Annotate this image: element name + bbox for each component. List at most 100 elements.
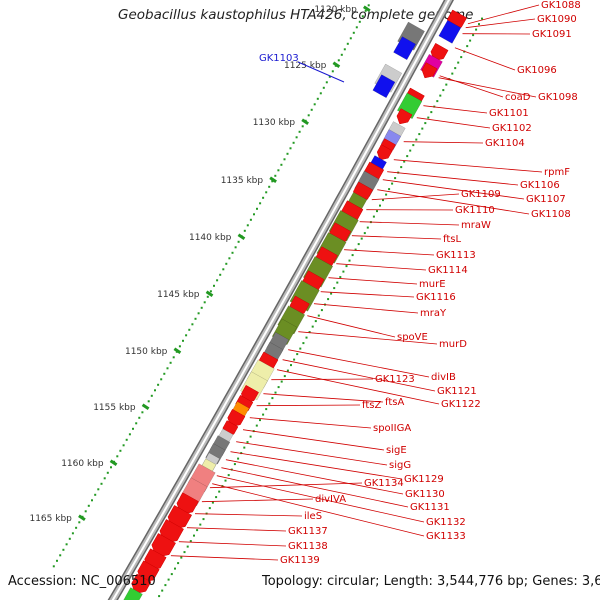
feature-blocks — [123, 9, 468, 600]
scale-dots-right-dot — [180, 556, 183, 559]
gene-label: GK1130 — [405, 489, 445, 500]
gene-label: GK1133 — [426, 531, 466, 542]
topology-summary: Topology: circular; Length: 3,544,776 bp… — [262, 574, 600, 589]
leader-line — [256, 404, 361, 407]
gene-label: coaD — [505, 92, 531, 103]
scale-dots-left-dot — [307, 114, 310, 117]
scale-label: 1125 kbp — [284, 61, 327, 71]
scale-dots-right-dot — [336, 281, 339, 284]
scale-dots-left-dot — [160, 378, 163, 381]
leader-line — [387, 171, 519, 186]
gene-label: ileS — [304, 511, 322, 522]
scale-dots-left-dot — [128, 433, 131, 436]
scale-dots-left-dot — [209, 290, 212, 293]
leader-line — [276, 369, 440, 405]
scale-dots-left-dot — [271, 180, 274, 183]
scale-dots-right-dot — [445, 83, 448, 86]
scale-dots-right-dot — [351, 254, 354, 257]
leader-line — [467, 4, 540, 25]
scale-dots-right-dot — [211, 501, 214, 504]
scale-dots-right-dot — [385, 193, 388, 196]
leader-line — [313, 303, 419, 314]
scale-tick — [269, 176, 277, 184]
scale-dots-left-dot — [213, 284, 215, 287]
scale-dots-left-dot — [150, 394, 153, 397]
gene-label: ftsZ — [362, 400, 381, 411]
scale-tick — [205, 290, 214, 298]
scale-dots-right-dot — [202, 518, 205, 521]
scale-dots-left-dot — [125, 438, 128, 441]
map-title-text: Geobacillus kaustophilus HTA426, complet… — [118, 7, 474, 23]
scale-dots-right-dot — [348, 259, 351, 262]
scale-dots-right-dot — [478, 23, 480, 26]
scale-dots-left-dot — [194, 317, 197, 320]
scale-dots-left-dot — [110, 466, 112, 469]
leader-line — [216, 475, 425, 523]
scale-dots-right-dot — [345, 265, 348, 268]
gene-label: rpmF — [544, 167, 570, 178]
scale-label: 1140 kbp — [189, 233, 232, 243]
scale-dots-right-dot — [415, 138, 418, 141]
leader-line — [221, 467, 409, 508]
scale-dots-left-dot — [106, 471, 109, 474]
scale-dots-right-dot — [283, 375, 286, 378]
scale-dots-left-dot — [246, 224, 249, 227]
gene-label: mraW — [461, 220, 491, 231]
leader-line — [186, 527, 287, 532]
scale-dots-right-dot — [293, 358, 296, 361]
scale-dots-right-dot — [451, 72, 454, 75]
scale-dots-left-dot — [78, 521, 81, 524]
scale-tick — [301, 118, 309, 126]
gene-label: GK1096 — [517, 65, 557, 76]
scale-dots-right-dot — [186, 545, 189, 548]
scale-dots-right-dot — [164, 584, 167, 587]
scale-dots-right-dot — [274, 391, 277, 394]
scale-dots-right-dot — [308, 331, 311, 334]
leader-line — [249, 417, 372, 429]
scale-dots-right-dot — [460, 56, 463, 59]
scale-dots-left-dot — [277, 169, 280, 172]
scale-dots-right-dot — [271, 397, 274, 400]
scale-dots-right-dot — [243, 446, 246, 449]
scale-dots-left-dot — [56, 559, 58, 562]
scale-dots-right-dot — [268, 402, 271, 405]
scale-dots-left-dot — [222, 268, 225, 271]
scale-dots-right-dot — [439, 94, 442, 97]
scale-dots-left-dot — [319, 92, 322, 95]
scale-dots-left-dot — [141, 411, 144, 414]
scale-dots-right-dot — [382, 199, 384, 202]
scale-dots-right-dot — [233, 463, 236, 466]
scale-dots-left-dot — [68, 537, 71, 540]
scale-dots-left-dot — [256, 207, 258, 210]
scale-dots-left-dot — [361, 15, 364, 18]
gene-label: GK1109 — [461, 189, 501, 200]
gene-label: spoVE — [397, 332, 428, 343]
leader-line — [263, 393, 384, 403]
scale-dots-right-dot — [388, 188, 391, 191]
scale-dots-right-dot — [189, 540, 192, 543]
scale-dots-left-dot — [274, 174, 277, 177]
scale-dots-left-dot — [154, 389, 156, 392]
scale-dots-left-dot — [364, 9, 367, 12]
leader-line — [194, 513, 303, 517]
gene-label: GK1091 — [532, 29, 572, 40]
scale-dots-left-dot — [289, 147, 292, 150]
leader-line — [351, 235, 442, 240]
scale-dots-right-dot — [259, 419, 261, 422]
scale-dots-right-dot — [339, 276, 342, 279]
scale-tick — [141, 403, 150, 411]
leader-line — [454, 47, 516, 71]
scale-dots-right-dot — [193, 534, 195, 537]
scale-tick — [237, 233, 246, 241]
leader-line — [328, 277, 418, 285]
scale-dots-right-dot — [183, 551, 186, 554]
scale-dots-right-dot — [466, 45, 469, 48]
cds-arrow — [396, 108, 413, 125]
scale-dots-right-dot — [354, 248, 357, 251]
scale-dots-left-dot — [203, 301, 206, 304]
scale-dots-left-dot — [87, 504, 90, 507]
scale-label: 1130 kbp — [253, 118, 296, 128]
scale-dots-right-dot — [246, 441, 249, 444]
scale-dots-right-dot — [327, 298, 330, 301]
